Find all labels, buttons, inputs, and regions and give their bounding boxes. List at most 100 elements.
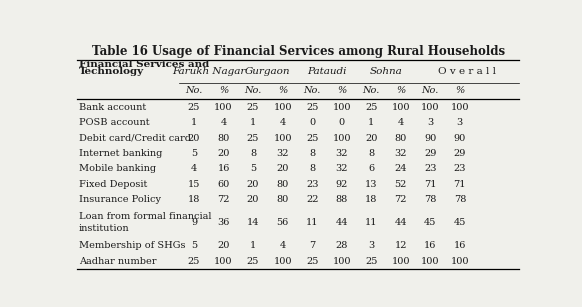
Text: 32: 32 — [395, 149, 407, 158]
Text: 72: 72 — [217, 195, 230, 204]
Text: 36: 36 — [217, 218, 230, 227]
Text: 8: 8 — [309, 164, 315, 173]
Text: 100: 100 — [274, 257, 292, 266]
Text: 22: 22 — [306, 195, 318, 204]
Text: 25: 25 — [247, 134, 259, 142]
Text: 20: 20 — [247, 195, 259, 204]
Text: 11: 11 — [306, 218, 318, 227]
Text: 9: 9 — [191, 218, 197, 227]
Text: 1: 1 — [191, 118, 197, 127]
Text: 78: 78 — [424, 195, 436, 204]
Text: 20: 20 — [247, 180, 259, 189]
Text: Aadhar number: Aadhar number — [79, 257, 157, 266]
Text: Insurance Policy: Insurance Policy — [79, 195, 161, 204]
Text: 44: 44 — [335, 218, 348, 227]
Text: 80: 80 — [395, 134, 407, 142]
Text: Loan from formal financial: Loan from formal financial — [79, 212, 212, 221]
Text: 78: 78 — [454, 195, 466, 204]
Text: 3: 3 — [457, 118, 463, 127]
Text: 25: 25 — [365, 257, 377, 266]
Text: 4: 4 — [398, 118, 404, 127]
Text: 100: 100 — [392, 257, 410, 266]
Text: 71: 71 — [453, 180, 466, 189]
Text: Debit card/Credit card: Debit card/Credit card — [79, 134, 191, 142]
Text: Farukh Nagar: Farukh Nagar — [172, 67, 246, 76]
Text: Sohna: Sohna — [370, 67, 402, 76]
Text: O v e r a l l: O v e r a l l — [438, 67, 496, 76]
Text: 100: 100 — [421, 103, 439, 112]
Text: 12: 12 — [395, 241, 407, 251]
Text: 80: 80 — [276, 195, 289, 204]
Text: 32: 32 — [335, 149, 348, 158]
Text: 100: 100 — [214, 257, 233, 266]
Text: 25: 25 — [365, 103, 377, 112]
Text: Fixed Deposit: Fixed Deposit — [79, 180, 147, 189]
Text: 18: 18 — [188, 195, 200, 204]
Text: %: % — [337, 86, 346, 95]
Text: No.: No. — [244, 86, 262, 95]
Text: 100: 100 — [274, 134, 292, 142]
Text: 20: 20 — [276, 164, 289, 173]
Text: institution: institution — [79, 224, 130, 233]
Text: 100: 100 — [274, 103, 292, 112]
Text: 7: 7 — [309, 241, 315, 251]
Text: POSB account: POSB account — [79, 118, 150, 127]
Text: 1: 1 — [368, 118, 374, 127]
Text: 92: 92 — [335, 180, 348, 189]
Text: 45: 45 — [424, 218, 436, 227]
Text: 60: 60 — [218, 180, 230, 189]
Text: 0: 0 — [309, 118, 315, 127]
Text: 8: 8 — [309, 149, 315, 158]
Text: 88: 88 — [336, 195, 348, 204]
Text: No.: No. — [421, 86, 439, 95]
Text: 100: 100 — [392, 103, 410, 112]
Text: 52: 52 — [395, 180, 407, 189]
Text: 100: 100 — [450, 103, 469, 112]
Text: 11: 11 — [365, 218, 378, 227]
Text: 3: 3 — [368, 241, 374, 251]
Text: Mobile banking: Mobile banking — [79, 164, 156, 173]
Text: 23: 23 — [424, 164, 436, 173]
Text: 100: 100 — [332, 103, 351, 112]
Text: 18: 18 — [365, 195, 377, 204]
Text: 100: 100 — [421, 257, 439, 266]
Text: Table 16 Usage of Financial Services among Rural Households: Table 16 Usage of Financial Services amo… — [92, 45, 505, 58]
Text: 25: 25 — [188, 103, 200, 112]
Text: 25: 25 — [247, 103, 259, 112]
Text: 45: 45 — [454, 218, 466, 227]
Text: 3: 3 — [427, 118, 434, 127]
Text: No.: No. — [185, 86, 203, 95]
Text: 4: 4 — [279, 241, 286, 251]
Text: 100: 100 — [450, 257, 469, 266]
Text: 4: 4 — [279, 118, 286, 127]
Text: 44: 44 — [395, 218, 407, 227]
Text: 15: 15 — [188, 180, 200, 189]
Text: 71: 71 — [424, 180, 436, 189]
Text: 6: 6 — [368, 164, 374, 173]
Text: 4: 4 — [191, 164, 197, 173]
Text: 4: 4 — [221, 118, 226, 127]
Text: 29: 29 — [424, 149, 436, 158]
Text: 100: 100 — [332, 134, 351, 142]
Text: %: % — [396, 86, 406, 95]
Text: 28: 28 — [335, 241, 348, 251]
Text: 25: 25 — [306, 103, 318, 112]
Text: 100: 100 — [214, 103, 233, 112]
Text: Internet banking: Internet banking — [79, 149, 162, 158]
Text: 16: 16 — [424, 241, 436, 251]
Text: Technology: Technology — [79, 67, 144, 76]
Text: 5: 5 — [191, 149, 197, 158]
Text: Financial Services and: Financial Services and — [79, 60, 210, 68]
Text: 16: 16 — [217, 164, 230, 173]
Text: 25: 25 — [247, 257, 259, 266]
Text: 25: 25 — [306, 257, 318, 266]
Text: 20: 20 — [217, 241, 230, 251]
Text: 25: 25 — [188, 257, 200, 266]
Text: 29: 29 — [454, 149, 466, 158]
Text: 23: 23 — [306, 180, 318, 189]
Text: 72: 72 — [395, 195, 407, 204]
Text: 32: 32 — [276, 149, 289, 158]
Text: Pataudi: Pataudi — [307, 67, 347, 76]
Text: 20: 20 — [188, 134, 200, 142]
Text: 20: 20 — [217, 149, 230, 158]
